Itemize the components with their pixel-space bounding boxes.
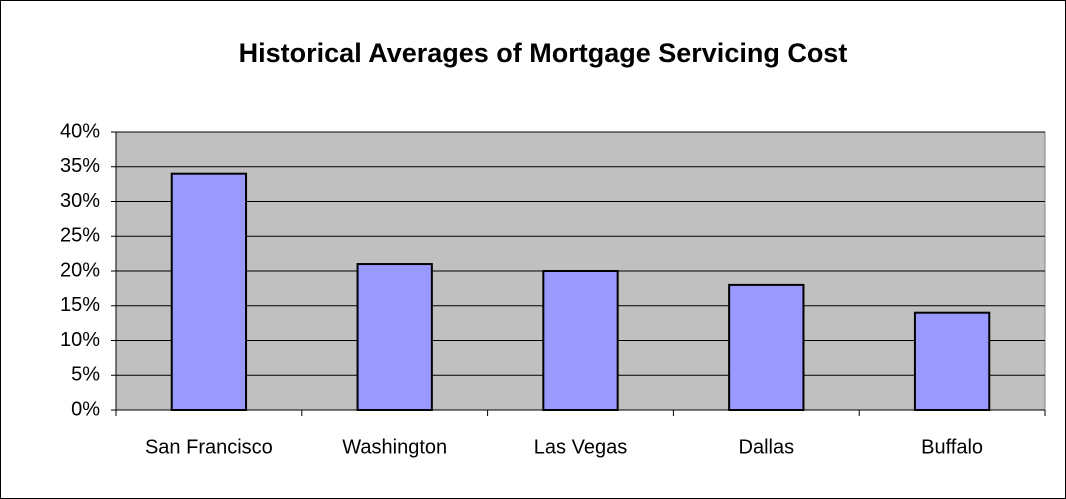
- y-tick-label: 35%: [60, 155, 100, 177]
- bar: [170, 172, 248, 411]
- y-tick-label: 20%: [60, 259, 100, 281]
- x-tick-label: Washington: [342, 436, 447, 458]
- y-tick-label: 5%: [71, 364, 100, 386]
- bar: [728, 283, 805, 411]
- y-tick-label: 40%: [60, 120, 100, 142]
- y-tick-label: 25%: [60, 225, 100, 247]
- x-tick-label: Las Vegas: [534, 436, 627, 458]
- x-tick-label: Dallas: [739, 436, 795, 458]
- y-tick-label: 0%: [71, 398, 100, 420]
- bar: [356, 263, 433, 411]
- chart-title: Historical Averages of Mortgage Servicin…: [239, 38, 848, 68]
- bar: [913, 311, 991, 412]
- x-tick-label: Buffalo: [921, 436, 983, 458]
- y-tick-label: 30%: [60, 190, 100, 212]
- bar: [542, 270, 619, 411]
- y-tick-label: 10%: [60, 329, 100, 351]
- y-tick-label: 15%: [60, 294, 100, 316]
- x-tick-label: San Francisco: [145, 436, 273, 458]
